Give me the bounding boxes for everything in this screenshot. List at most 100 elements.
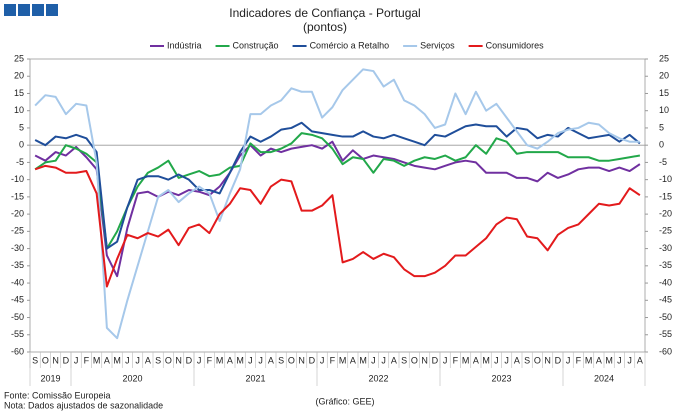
- logo: [46, 4, 58, 16]
- year-label: 2022: [368, 373, 388, 383]
- y2-tick-label: -5: [659, 157, 667, 167]
- series-line: [34, 164, 641, 288]
- year-label: 2024: [594, 373, 614, 383]
- y-tick-label: -35: [11, 260, 24, 270]
- x-tick-label: A: [268, 355, 274, 365]
- credit: (Gráfico: GEE): [315, 396, 374, 406]
- x-tick-label: J: [566, 355, 571, 365]
- legend-label: Consumidores: [486, 40, 545, 50]
- chart-subtitle: (pontos): [303, 20, 347, 34]
- x-tick-label: A: [514, 355, 520, 365]
- y2-tick-label: 25: [659, 53, 669, 63]
- y-tick-label: -30: [11, 243, 24, 253]
- y2-tick-label: 0: [659, 140, 664, 150]
- y2-tick-label: -15: [659, 191, 672, 201]
- x-tick-label: F: [84, 355, 90, 365]
- x-tick-label: J: [197, 355, 202, 365]
- x-tick-label: D: [63, 355, 70, 365]
- x-tick-label: M: [482, 355, 490, 365]
- x-tick-label: M: [605, 355, 613, 365]
- x-tick-label: S: [401, 355, 407, 365]
- plot-frame: [29, 58, 646, 353]
- x-tick-label: M: [216, 355, 224, 365]
- year-label: 2019: [40, 373, 60, 383]
- x-tick-label: M: [339, 355, 347, 365]
- x-tick-label: N: [175, 355, 182, 365]
- x-tick-label: J: [443, 355, 448, 365]
- y-tick-label: -25: [11, 226, 24, 236]
- y-tick-label: 20: [14, 71, 24, 81]
- y2-tick-label: -25: [659, 226, 672, 236]
- x-tick-label: J: [494, 355, 499, 365]
- x-tick-label: N: [544, 355, 551, 365]
- y-tick-label: 0: [19, 140, 24, 150]
- note: Nota: Dados ajustados de sazonalidade: [4, 400, 163, 410]
- y2-tick-label: -35: [659, 260, 672, 270]
- source: Fonte: Comissão Europeia: [4, 390, 111, 400]
- y-tick-label: 5: [19, 122, 24, 132]
- legend-label: Construção: [233, 40, 279, 50]
- x-tick-label: D: [309, 355, 316, 365]
- x-tick-label: N: [298, 355, 305, 365]
- x-tick-label: O: [411, 355, 418, 365]
- x-tick-label: O: [534, 355, 541, 365]
- y2-tick-label: -45: [659, 295, 672, 305]
- series-line: [34, 140, 641, 278]
- x-tick-label: J: [125, 355, 130, 365]
- y2-tick-label: 15: [659, 88, 669, 98]
- series-line: [34, 121, 641, 250]
- x-tick-label: M: [585, 355, 593, 365]
- y2-tick-label: -60: [659, 346, 672, 356]
- legend-label: Comércio a Retalho: [310, 40, 390, 50]
- x-tick-label: D: [555, 355, 562, 365]
- y2-tick-label: -10: [659, 174, 672, 184]
- x-tick-label: J: [248, 355, 253, 365]
- x-tick-label: F: [330, 355, 336, 365]
- y-tick-label: 15: [14, 88, 24, 98]
- y-tick-label: 25: [14, 53, 24, 63]
- y-tick-label: -40: [11, 277, 24, 287]
- x-tick-label: A: [104, 355, 110, 365]
- x-tick-label: J: [371, 355, 376, 365]
- x-tick-label: S: [155, 355, 161, 365]
- year-label: 2020: [122, 373, 142, 383]
- y-tick-label: -60: [11, 346, 24, 356]
- x-tick-label: A: [391, 355, 397, 365]
- x-tick-label: M: [113, 355, 121, 365]
- x-tick-label: N: [52, 355, 59, 365]
- year-label: 2021: [245, 373, 265, 383]
- x-tick-label: A: [145, 355, 151, 365]
- x-tick-label: M: [236, 355, 244, 365]
- x-tick-label: M: [462, 355, 470, 365]
- y-tick-label: -15: [11, 191, 24, 201]
- y2-tick-label: -30: [659, 243, 672, 253]
- x-tick-label: D: [186, 355, 193, 365]
- year-label: 2023: [491, 373, 511, 383]
- x-tick-label: O: [165, 355, 172, 365]
- y2-tick-label: -50: [659, 312, 672, 322]
- y-tick-label: -45: [11, 295, 24, 305]
- y2-tick-label: 5: [659, 122, 664, 132]
- logo: [4, 4, 16, 16]
- x-tick-label: F: [207, 355, 213, 365]
- x-tick-label: J: [617, 355, 622, 365]
- y2-tick-label: -20: [659, 208, 672, 218]
- x-tick-label: M: [359, 355, 367, 365]
- logo: [32, 4, 44, 16]
- x-tick-label: S: [32, 355, 38, 365]
- x-tick-label: J: [258, 355, 263, 365]
- series-line: [34, 132, 641, 250]
- y-tick-label: -50: [11, 312, 24, 322]
- y-tick-label: -55: [11, 329, 24, 339]
- x-tick-label: A: [596, 355, 602, 365]
- x-tick-label: J: [627, 355, 632, 365]
- y-tick-label: 10: [14, 105, 24, 115]
- y2-tick-label: 20: [659, 71, 669, 81]
- x-tick-label: S: [278, 355, 284, 365]
- y2-tick-label: -55: [659, 329, 672, 339]
- x-tick-label: J: [135, 355, 140, 365]
- legend-label: Indústria: [167, 40, 202, 50]
- y2-tick-label: 10: [659, 105, 669, 115]
- x-tick-label: M: [93, 355, 101, 365]
- x-tick-label: F: [453, 355, 459, 365]
